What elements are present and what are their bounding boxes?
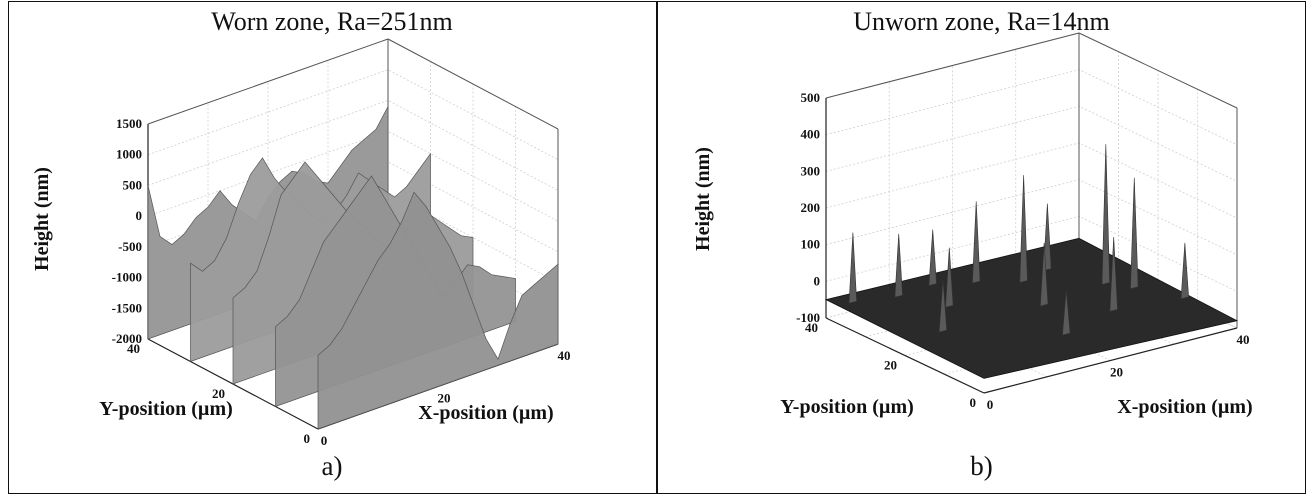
grid-line (825, 105, 1238, 182)
surface-peak (1101, 144, 1110, 285)
z-axis-label: Height (nm) (31, 167, 53, 271)
x-tick-label: 0 (987, 397, 994, 412)
axis-box-edge (825, 32, 1080, 99)
y-tick-label: 20 (212, 386, 225, 401)
surface-peak (972, 201, 981, 284)
x-tick-label: 20 (438, 391, 451, 406)
z-tick-label: 100 (801, 237, 821, 252)
grid-line (147, 69, 559, 161)
surface-peak (894, 233, 903, 298)
z-tick-label: -1000 (112, 270, 142, 285)
y-tick-label: 40 (127, 341, 140, 356)
grid-line (888, 81, 1048, 378)
z-tick-label: -1500 (112, 300, 142, 315)
panel-unworn-zone: Unworn zone, Ra=14nm -100 0 100 200 300 400 50… (657, 1, 1306, 494)
surface-peak (1062, 290, 1071, 336)
grid-line (825, 142, 1238, 219)
chart-title: Worn zone, Ra=251nm (211, 7, 453, 36)
surface-peak (945, 247, 954, 308)
z-tick-label: 0 (136, 208, 143, 223)
z-tick-label: 300 (801, 163, 821, 178)
axis-box-edge (1078, 32, 1238, 109)
surface-profile (317, 191, 559, 430)
z-tick-label: 0 (814, 273, 821, 288)
surface-peak (938, 279, 948, 333)
grid-line (1015, 49, 1174, 345)
x-axis-label: X-position (µm) (418, 402, 553, 424)
panel-label: a) (321, 451, 343, 481)
x-tick-label: 20 (1110, 365, 1123, 380)
surface-peak (1043, 203, 1052, 271)
y-tick-label: 0 (970, 395, 977, 410)
grid-line (825, 179, 1238, 256)
grid-line (825, 69, 1238, 146)
axis-line (825, 317, 985, 394)
z-tick-label: -500 (118, 239, 142, 254)
grid-line (147, 130, 559, 222)
axis-box-edge (147, 38, 389, 125)
z-tick-label: 400 (801, 127, 821, 142)
chart-title: Unworn zone, Ra=14nm (853, 7, 1110, 36)
axis-line (983, 327, 1238, 394)
surface-peak (1019, 175, 1028, 283)
x-tick-label: 40 (1237, 332, 1250, 347)
z-tick-label: 200 (801, 200, 821, 215)
x-axis-label: X-position (µm) (1117, 396, 1252, 418)
z-tick-label: 1500 (116, 116, 142, 131)
axis-box-edge (387, 38, 559, 130)
surface-plot-unworn: -10001002003004005000204002040X-position… (692, 32, 1253, 418)
y-tick-label: 0 (304, 431, 311, 446)
y-tick-label: 40 (805, 320, 818, 335)
surface-peak (928, 229, 937, 286)
panel-worn-zone: Worn zone, Ra=251nm -2000 -1500 -1000 -500 0… (8, 1, 656, 494)
z-tick-label: -100 (796, 310, 820, 325)
x-tick-label: 0 (321, 433, 328, 448)
z-tick-label: 1000 (116, 147, 142, 162)
surface-peak (1040, 242, 1049, 307)
surface-plot-worn: -2000 -1500 -1000 -500 0 500 1000 1500 0 20 40 0 20 4… (31, 38, 571, 448)
surface-peak (848, 232, 857, 304)
surface-peak (1130, 177, 1139, 290)
surface-peak (1180, 242, 1189, 300)
z-tick-label: 500 (123, 177, 143, 192)
z-tick-label: 500 (801, 90, 821, 105)
y-axis-label: Y-position (µm) (780, 396, 914, 418)
panel-label: b) (970, 451, 993, 481)
panel-divider (656, 1, 658, 494)
surface-peak (1109, 236, 1118, 312)
y-axis-label: Y-position (µm) (99, 398, 233, 420)
z-tick-label: -2000 (112, 331, 142, 346)
z-axis-label: Height (nm) (692, 147, 714, 251)
grid-line (147, 38, 559, 130)
grid-line (147, 99, 559, 191)
grid-line (825, 32, 1238, 109)
y-tick-label: 20 (884, 358, 897, 373)
grid-line (952, 65, 1111, 361)
x-tick-label: 40 (558, 348, 571, 363)
